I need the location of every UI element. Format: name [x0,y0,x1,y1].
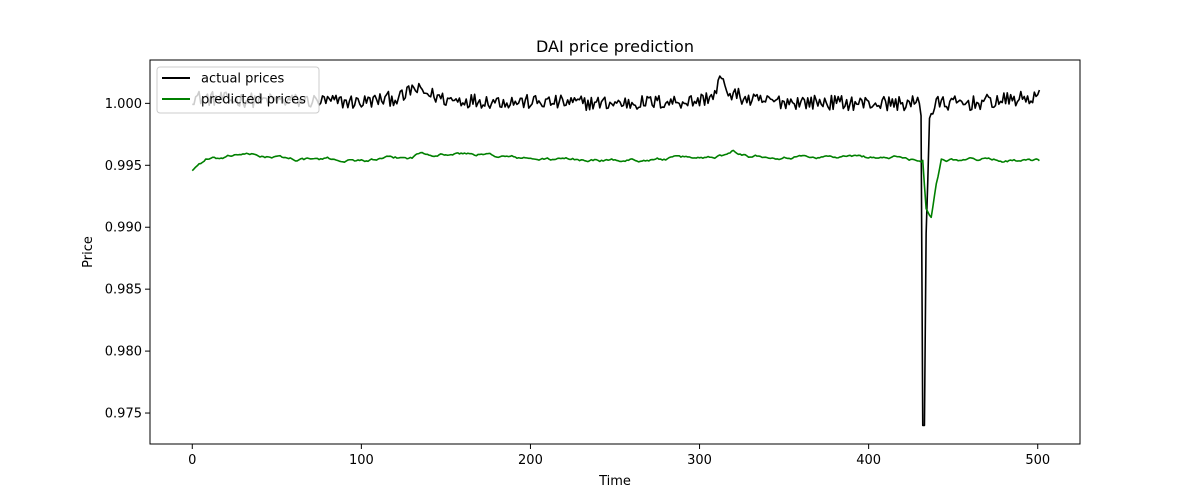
series-layer [191,75,1041,427]
x-axis-label: Time [598,474,631,489]
y-tick-label: 0.990 [105,221,142,236]
y-tick-label: 0.980 [105,345,142,360]
x-tick-label: 0 [188,453,196,468]
plot-frame [149,59,1081,445]
series-line-actual-prices [192,75,1041,427]
y-axis: 0.975 0.980 0.985 0.990 0.995 1.000 [105,97,150,422]
y-tick-label: 1.000 [105,97,142,112]
y-tick-label: 0.985 [105,283,142,298]
series-line-predicted-prices [191,149,1040,219]
x-tick-label: 100 [349,453,374,468]
x-tick-label: 500 [1025,453,1050,468]
x-axis: 0 100 200 300 400 500 [188,444,1050,468]
y-tick-label: 0.995 [105,159,142,174]
y-axis-label: Price [81,236,96,268]
legend-box [156,66,320,114]
x-tick-label: 300 [687,453,712,468]
x-tick-label: 200 [518,453,543,468]
chart-title: DAI price prediction [536,37,694,56]
legend: actual prices predicted prices [156,66,320,114]
x-tick-label: 400 [856,453,881,468]
legend-label: predicted prices [201,93,306,108]
legend-label: actual prices [201,72,285,87]
y-tick-label: 0.975 [105,407,142,422]
